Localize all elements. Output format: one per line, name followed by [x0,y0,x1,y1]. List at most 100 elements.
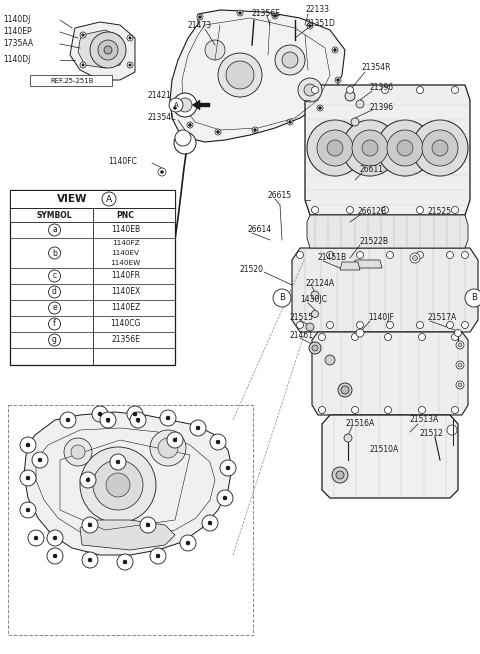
Circle shape [167,432,183,448]
Text: 21396: 21396 [370,84,394,92]
Circle shape [150,548,166,564]
Circle shape [127,62,133,68]
Text: 21396: 21396 [370,103,394,111]
Circle shape [226,466,230,470]
Circle shape [446,252,454,258]
Circle shape [253,128,256,131]
Circle shape [123,560,127,564]
Circle shape [199,16,202,18]
Circle shape [319,334,325,341]
Circle shape [133,412,137,416]
Circle shape [116,460,120,464]
Text: 21515: 21515 [290,313,314,322]
Polygon shape [80,520,175,550]
Circle shape [275,45,305,75]
Circle shape [158,438,178,458]
Text: a: a [166,415,170,421]
Text: 1140DJ: 1140DJ [3,16,30,24]
Circle shape [93,460,143,510]
Text: 22133: 22133 [305,5,329,14]
Circle shape [220,460,236,476]
Text: 21510A: 21510A [370,445,399,455]
Circle shape [48,247,60,259]
Text: 1140EB: 1140EB [111,226,140,235]
Circle shape [190,420,206,436]
Circle shape [160,410,176,426]
Circle shape [387,130,423,166]
Circle shape [306,323,314,331]
Text: a: a [66,417,70,423]
Text: b: b [52,249,57,258]
Circle shape [28,530,44,546]
Text: 1140DJ: 1140DJ [3,56,30,65]
Text: 1140EV: 1140EV [111,250,140,256]
Circle shape [20,502,36,518]
Circle shape [312,311,319,317]
Circle shape [186,541,190,545]
Circle shape [47,530,63,546]
Circle shape [82,34,84,36]
Circle shape [351,407,359,413]
Circle shape [347,207,353,213]
Bar [30,75,112,86]
Polygon shape [192,100,210,110]
Circle shape [325,355,335,365]
Circle shape [298,78,322,102]
Circle shape [273,289,291,307]
Circle shape [71,445,85,459]
Circle shape [20,470,36,486]
Circle shape [104,46,112,54]
Text: a: a [186,540,190,546]
Circle shape [136,418,140,422]
Circle shape [432,140,448,156]
Text: 1430JC: 1430JC [300,296,327,305]
Circle shape [175,130,191,146]
Text: d: d [173,437,177,443]
Circle shape [352,130,388,166]
Circle shape [98,412,102,416]
Circle shape [216,440,220,444]
Circle shape [312,207,319,213]
Circle shape [326,252,334,258]
Text: 1140EW: 1140EW [110,260,141,266]
Circle shape [156,554,160,558]
Text: c: c [53,535,57,541]
Text: 1140EP: 1140EP [3,27,32,37]
Circle shape [465,289,480,307]
Circle shape [386,252,394,258]
Text: d: d [52,288,57,296]
Circle shape [205,40,225,60]
Text: a: a [26,442,30,448]
Bar [10,208,175,222]
Text: 1140JF: 1140JF [368,313,394,322]
Circle shape [187,122,193,128]
Circle shape [110,454,126,470]
Circle shape [377,120,433,176]
Polygon shape [78,30,125,68]
Circle shape [319,407,325,413]
Text: 21461: 21461 [290,332,314,341]
Circle shape [357,252,363,258]
Text: a: a [26,507,30,513]
Text: 1140CG: 1140CG [110,320,141,328]
Text: b: b [146,522,150,528]
Circle shape [48,224,60,236]
Circle shape [239,12,241,14]
Text: 21522B: 21522B [360,237,389,247]
Polygon shape [322,415,458,498]
Circle shape [173,93,197,117]
Circle shape [461,252,468,258]
Circle shape [48,270,60,282]
Circle shape [146,523,150,527]
Circle shape [173,107,177,109]
Circle shape [196,426,200,430]
Circle shape [216,131,219,133]
Circle shape [160,171,164,173]
Text: a: a [156,553,160,559]
Bar [8,405,253,635]
Circle shape [419,407,425,413]
Circle shape [218,53,262,97]
Circle shape [311,291,319,299]
Circle shape [357,322,363,328]
Circle shape [312,86,319,94]
